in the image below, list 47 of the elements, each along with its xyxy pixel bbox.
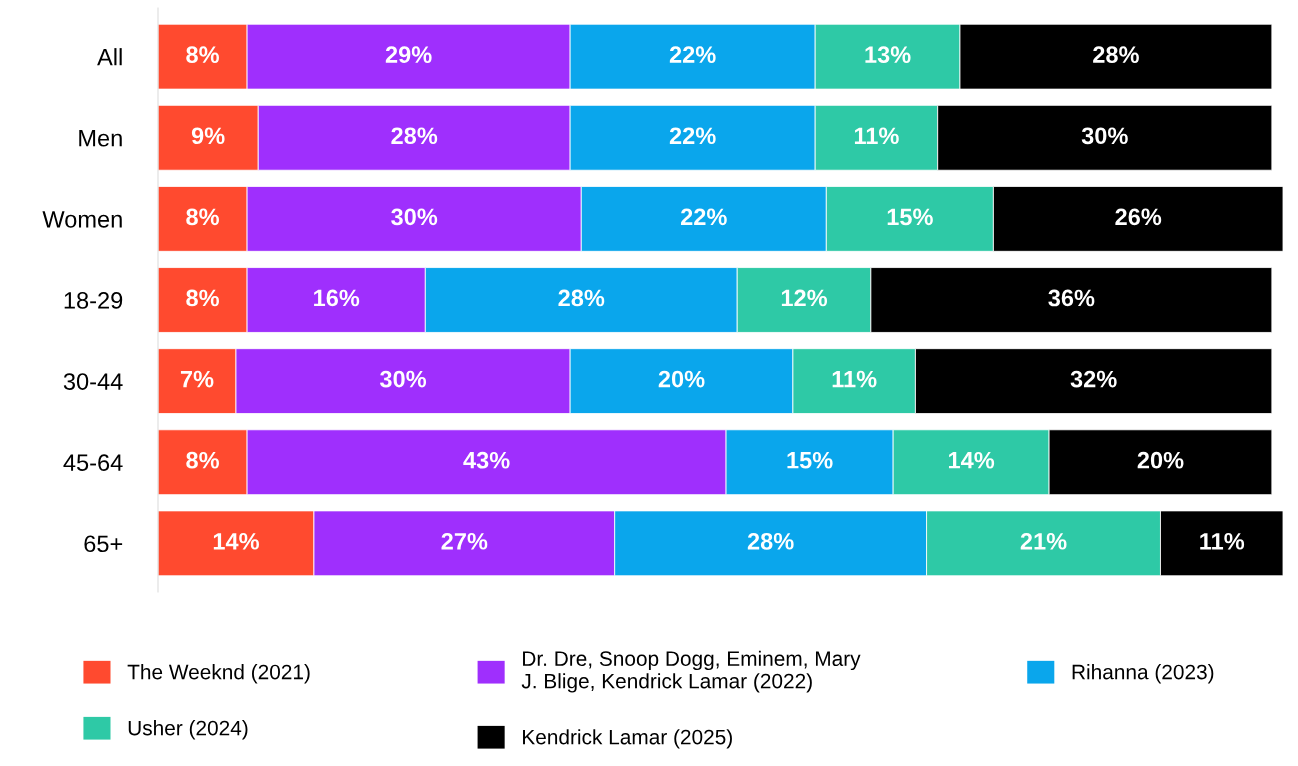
data-label: 14% bbox=[213, 533, 259, 550]
data-label: 30% bbox=[379, 370, 427, 388]
data-label: 14% bbox=[948, 451, 995, 469]
data-label: 28% bbox=[558, 289, 605, 307]
data-label: 8% bbox=[186, 289, 219, 307]
data-label: 27% bbox=[441, 532, 488, 550]
data-label: 21% bbox=[1020, 532, 1067, 550]
data-label: 8% bbox=[186, 451, 219, 469]
y-tick-label: 30-44 bbox=[63, 373, 123, 390]
data-label: 13% bbox=[865, 46, 911, 64]
data-label: 8% bbox=[186, 46, 219, 63]
data-label: 22% bbox=[680, 208, 727, 226]
legend-label: Kendrick Lamar (2025) bbox=[523, 729, 732, 749]
y-tick-label: Women bbox=[42, 211, 122, 228]
data-label: 11% bbox=[1200, 533, 1245, 550]
data-label: 20% bbox=[658, 370, 705, 388]
data-label: 29% bbox=[385, 46, 432, 63]
legend-label: Dr. Dre, Snoop Dogg, Eminem, Mary J. Blige, Kendrick Lamar (2022) bbox=[521, 650, 861, 693]
data-label: 28% bbox=[747, 532, 794, 550]
data-label: 22% bbox=[669, 46, 716, 63]
data-label: 30% bbox=[1081, 127, 1128, 145]
y-tick-label: 18-29 bbox=[64, 292, 123, 309]
data-label: 9% bbox=[191, 127, 225, 145]
data-label: 28% bbox=[391, 127, 438, 145]
data-label: 11% bbox=[832, 370, 877, 388]
data-label: 30% bbox=[391, 208, 438, 226]
data-label: 12% bbox=[781, 289, 828, 307]
data-label: 36% bbox=[1048, 289, 1095, 307]
data-label: 28% bbox=[1093, 46, 1139, 63]
data-label: 7% bbox=[180, 370, 214, 388]
data-label: 15% bbox=[887, 208, 933, 226]
data-label: 15% bbox=[787, 451, 833, 469]
y-tick-label: 65+ bbox=[84, 535, 123, 553]
y-tick-label: Men bbox=[79, 130, 122, 147]
y-tick-label: 45-64 bbox=[63, 454, 123, 472]
data-label: 22% bbox=[669, 127, 716, 145]
data-label: 32% bbox=[1070, 370, 1117, 388]
legend-label: Usher (2024) bbox=[128, 720, 248, 740]
data-label: 20% bbox=[1137, 451, 1184, 469]
data-label: 8% bbox=[186, 208, 219, 226]
data-label: 26% bbox=[1115, 208, 1162, 226]
data-label: 16% bbox=[314, 289, 360, 307]
data-label: 43% bbox=[463, 451, 510, 469]
data-label: 11% bbox=[854, 127, 899, 145]
legend-label: Rihanna (2023) bbox=[1072, 664, 1214, 684]
legend-label: The Weeknd (2021) bbox=[127, 664, 310, 684]
y-tick-label: All bbox=[97, 48, 122, 66]
